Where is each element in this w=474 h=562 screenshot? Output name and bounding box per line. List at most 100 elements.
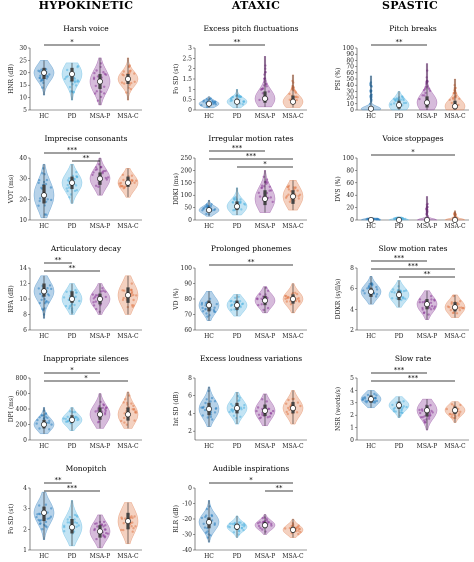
data-point bbox=[103, 528, 107, 531]
median-marker bbox=[206, 519, 212, 526]
median-marker bbox=[262, 297, 268, 304]
significance-label: ** bbox=[69, 264, 77, 272]
data-point bbox=[212, 308, 216, 312]
y-tick-label: 2.5 bbox=[182, 55, 192, 62]
data-point bbox=[132, 293, 135, 297]
data-point bbox=[96, 99, 100, 102]
data-point bbox=[206, 416, 209, 419]
data-point bbox=[209, 534, 212, 537]
data-point bbox=[228, 522, 232, 525]
data-point bbox=[201, 414, 204, 417]
data-point bbox=[231, 404, 234, 407]
data-point bbox=[74, 184, 78, 187]
data-point bbox=[120, 528, 123, 532]
data-point bbox=[265, 85, 268, 88]
data-point bbox=[361, 398, 364, 401]
data-point bbox=[122, 401, 125, 404]
data-point bbox=[130, 179, 133, 182]
data-point bbox=[44, 412, 48, 415]
data-point bbox=[288, 200, 292, 203]
y-tick-label: 20 bbox=[19, 70, 27, 77]
data-point bbox=[362, 289, 365, 292]
data-point bbox=[66, 183, 70, 187]
significance-label: ** bbox=[424, 270, 432, 278]
median-marker bbox=[234, 98, 240, 105]
median-marker bbox=[262, 522, 268, 529]
data-point bbox=[38, 504, 41, 507]
data-point bbox=[240, 527, 243, 530]
data-point bbox=[214, 407, 217, 410]
median-marker bbox=[69, 71, 75, 77]
y-tick-label: 4 bbox=[350, 306, 354, 313]
data-point bbox=[121, 185, 124, 188]
data-point bbox=[295, 526, 299, 529]
median-marker bbox=[234, 523, 240, 530]
data-point bbox=[209, 415, 213, 419]
data-point bbox=[241, 523, 244, 527]
data-point bbox=[297, 194, 300, 198]
data-point bbox=[418, 97, 421, 101]
y-tick-label: 0 bbox=[350, 107, 354, 114]
median-marker bbox=[368, 288, 374, 295]
data-point bbox=[265, 519, 269, 522]
data-point bbox=[44, 415, 47, 418]
data-point bbox=[433, 299, 436, 302]
x-tick-label: MSA-C bbox=[282, 553, 304, 560]
data-point bbox=[242, 525, 246, 528]
data-point bbox=[423, 415, 426, 418]
data-point bbox=[121, 73, 124, 76]
data-point bbox=[206, 315, 209, 318]
panel-12: Slow motion rates 2 4 6 8 DDKR (syll/s) HC PD MS… bbox=[335, 244, 469, 340]
significance-label: *** bbox=[232, 144, 243, 152]
data-point bbox=[131, 530, 134, 533]
median-marker bbox=[97, 411, 103, 418]
y-tick-label: 10 bbox=[19, 217, 27, 224]
data-point bbox=[66, 415, 69, 418]
data-point bbox=[257, 303, 260, 307]
data-point bbox=[296, 401, 300, 404]
data-point bbox=[130, 292, 133, 295]
data-point bbox=[461, 307, 464, 310]
data-point bbox=[392, 288, 395, 291]
data-point bbox=[37, 518, 40, 522]
y-tick-label: 60 bbox=[184, 327, 192, 334]
data-point bbox=[261, 516, 264, 520]
data-point bbox=[401, 218, 405, 221]
median-marker bbox=[69, 296, 75, 302]
y-tick-label: -30 bbox=[182, 532, 192, 539]
data-point bbox=[421, 94, 424, 97]
data-point bbox=[94, 84, 98, 88]
data-point bbox=[267, 407, 270, 410]
data-point bbox=[369, 89, 372, 92]
y-tick-label: 80 bbox=[346, 167, 354, 174]
data-point bbox=[213, 523, 216, 526]
y-axis-label: Int SD (dB) bbox=[173, 392, 180, 426]
data-point bbox=[448, 98, 451, 102]
data-point bbox=[50, 287, 53, 291]
y-tick-label: 25 bbox=[19, 57, 27, 64]
data-point bbox=[95, 69, 98, 72]
data-point bbox=[72, 90, 75, 94]
data-point bbox=[445, 407, 448, 411]
data-point bbox=[232, 209, 235, 212]
column-header-hypokinetic: HYPOKINETIC bbox=[39, 0, 134, 12]
data-point bbox=[395, 297, 398, 300]
x-tick-label: MSA-C bbox=[444, 223, 466, 230]
data-point bbox=[299, 404, 302, 408]
data-point bbox=[366, 393, 370, 397]
data-point bbox=[266, 289, 270, 292]
data-point bbox=[233, 308, 236, 311]
significance-label: *** bbox=[67, 484, 78, 492]
data-point bbox=[67, 186, 71, 189]
data-point bbox=[40, 186, 43, 189]
panel-title: Prolonged phonemes bbox=[211, 244, 291, 253]
data-point bbox=[270, 522, 273, 525]
median-marker bbox=[368, 217, 374, 223]
data-point bbox=[46, 511, 49, 514]
data-point bbox=[450, 403, 454, 406]
data-point bbox=[77, 80, 80, 83]
data-point bbox=[104, 524, 107, 527]
data-point bbox=[45, 77, 48, 80]
data-point bbox=[94, 166, 98, 169]
